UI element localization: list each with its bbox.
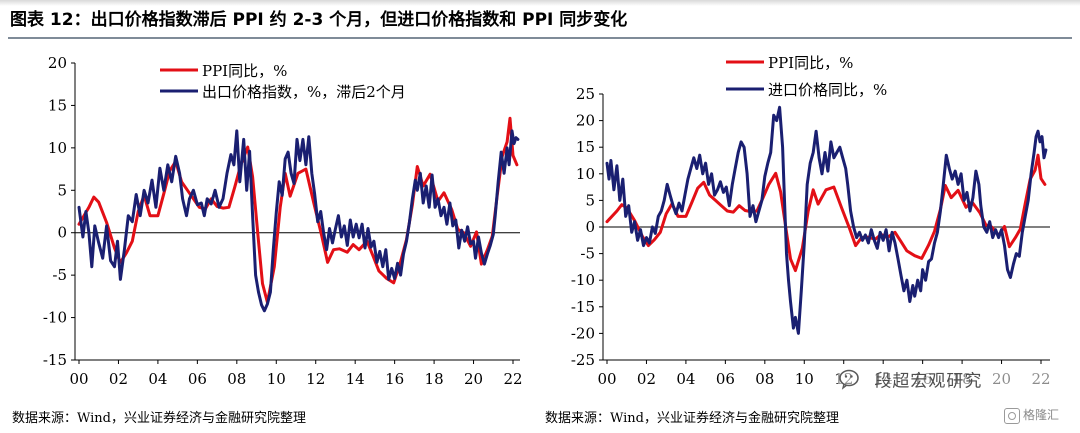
- x-tick-label: 18: [425, 370, 444, 388]
- y-tick-label: 0: [57, 224, 67, 242]
- legend-label-2: 进口价格同比，%: [768, 81, 887, 99]
- x-tick-label: 08: [755, 370, 774, 388]
- wechat-icon: [839, 369, 859, 390]
- y-tick-label: 5: [585, 191, 595, 209]
- watermark-text: 段超宏观研究: [874, 371, 983, 392]
- x-tick-label: 08: [227, 370, 246, 388]
- series-line-2: [77, 129, 520, 313]
- figure-title: 图表 12：出口价格指数滞后 PPI 约 2-3 个月，但进口价格指数和 PPI…: [10, 10, 628, 30]
- y-tick-label: 0: [585, 218, 595, 236]
- legend-label-2: 出口价格指数，%，滞后2个月: [202, 83, 406, 101]
- series-line-1: [605, 153, 1047, 273]
- watermark-logo-text: 格隆汇: [1023, 408, 1060, 422]
- watermark: 段超宏观研究: [838, 366, 1074, 396]
- y-tick-label: -15: [43, 351, 67, 369]
- x-tick-label: 12: [306, 370, 325, 388]
- y-tick-label: 10: [576, 165, 595, 183]
- y-tick-label: -5: [580, 245, 595, 263]
- y-tick-label: -15: [571, 298, 595, 316]
- legend-label-1: PPI同比，%: [202, 62, 287, 80]
- x-tick-label: 10: [795, 370, 814, 388]
- source-left: 数据来源：Wind，兴业证券经济与金融研究院整理: [12, 411, 306, 426]
- logo-icon: [1004, 407, 1020, 424]
- watermark-logo: 格隆汇: [1004, 406, 1076, 428]
- x-tick-label: 02: [637, 370, 656, 388]
- y-tick-label: -10: [43, 309, 67, 327]
- chart-export-vs-ppi: -15 -10 -5 0 5 10 15 20 00 02 04 06 08 10 12 14 16 18 20 22…: [43, 54, 523, 388]
- y-tick-label: -5: [52, 266, 67, 284]
- y-tick-label: 20: [576, 112, 595, 130]
- y-tick-label: 5: [57, 181, 67, 199]
- source-right: 数据来源：Wind，兴业证券经济与金融研究院整理: [545, 411, 839, 426]
- chart-import-vs-ppi: -25-20-15-10-505101520250002040608101214…: [571, 54, 1051, 388]
- x-tick-label: 06: [716, 370, 735, 388]
- x-tick-label: 04: [148, 370, 167, 388]
- x-tick-label: 04: [676, 370, 695, 388]
- x-tick-label: 06: [188, 370, 207, 388]
- series-line-2: [605, 105, 1048, 335]
- y-tick-label: -10: [571, 271, 595, 289]
- y-tick-label: 15: [48, 96, 67, 114]
- x-tick-label: 20: [464, 370, 483, 388]
- x-tick-label: 00: [69, 370, 88, 388]
- x-tick-label: 14: [346, 370, 365, 388]
- legend-label-1: PPI同比，%: [768, 54, 853, 72]
- x-tick-label: 00: [597, 370, 616, 388]
- y-tick-label: -25: [571, 351, 595, 369]
- y-tick-label: 25: [576, 85, 595, 103]
- x-tick-label: 16: [385, 370, 404, 388]
- y-tick-label: 15: [576, 138, 595, 156]
- top-strip: [0, 0, 1080, 6]
- y-tick-label: 20: [48, 54, 67, 72]
- x-tick-label: 10: [267, 370, 286, 388]
- y-tick-label: 10: [48, 139, 67, 157]
- x-tick-label: 22: [503, 370, 522, 388]
- title-rule: [8, 37, 1072, 39]
- x-tick-label: 02: [109, 370, 128, 388]
- y-tick-label: -20: [571, 324, 595, 342]
